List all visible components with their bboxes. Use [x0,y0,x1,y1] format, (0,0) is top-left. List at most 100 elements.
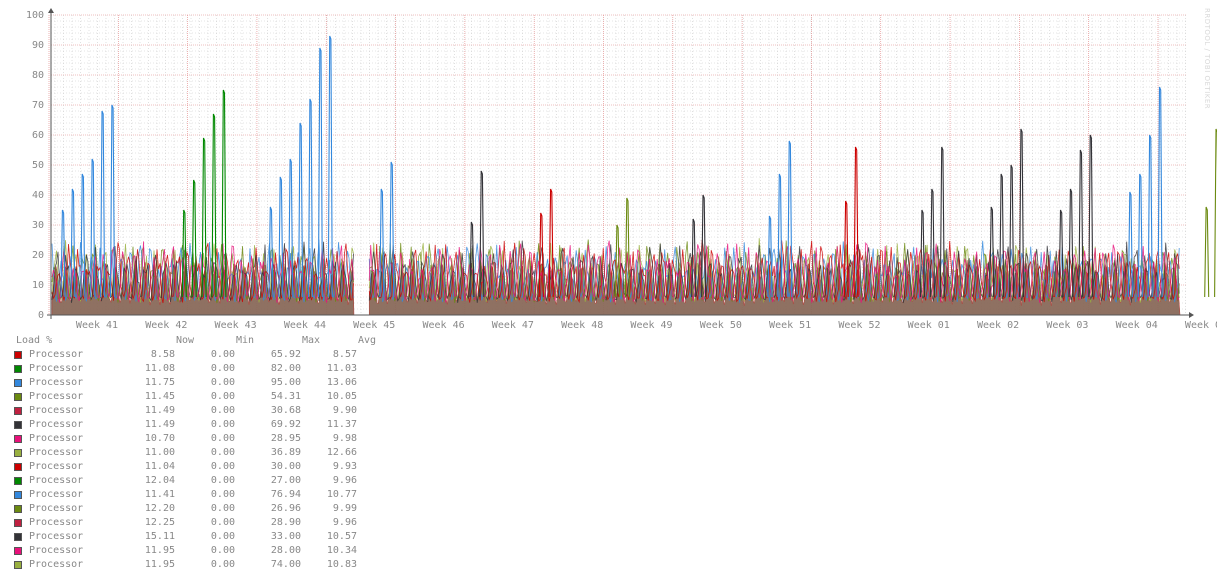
peak-spike [614,224,621,298]
legend-max: 27.00 [270,475,301,486]
y-tick-label: 20 [32,250,44,261]
legend-swatch [14,435,22,443]
legend-rows: Processor 8.58 0.00 65.92 8.57 Processor 11.08… [14,348,376,572]
legend-item: Processor 11.41 0.00 76.94 10.77 [14,488,376,502]
y-tick-label: 80 [32,70,44,81]
legend-name: Processor [29,559,84,570]
legend-name: Processor [29,545,84,556]
x-tick-label: Week 51 [769,320,811,331]
legend-max: 26.96 [270,503,301,514]
legend-now: 11.04 [144,461,175,472]
legend: Load % Now Min Max Avg Processor 8.58 0.00… [14,334,376,572]
chart-series-lines [51,35,1217,304]
series-line [368,240,1180,304]
legend-name: Processor [29,433,84,444]
x-tick-label: Week 43 [215,320,257,331]
x-tick-label: Week 42 [145,320,187,331]
legend-swatch [14,533,22,541]
legend-name: Processor [29,517,84,528]
legend-min: 0.00 [210,503,235,514]
y-axis-ticks: 0 10 20 30 40 50 60 70 80 90 100 [26,10,44,321]
legend-item: Processor 15.11 0.00 33.00 10.57 [14,530,376,544]
x-axis-ticks: Week 41 Week 42 Week 43 Week 44 Week 45 Week … [76,320,1217,331]
peak-spike [929,188,935,298]
peak-spike [1127,191,1133,298]
legend-item: Processor 11.45 0.00 54.31 10.05 [14,390,376,404]
x-tick-label: Week 50 [700,320,742,331]
legend-item: Processor 10.70 0.00 28.95 9.98 [14,432,376,446]
legend-min: 0.00 [210,517,235,528]
legend-max: 36.89 [270,447,301,458]
peak-spike [1088,134,1094,298]
peak-spike [191,179,197,298]
legend-min: 0.00 [210,447,235,458]
legend-name: Processor [29,503,84,514]
peak-spike [317,47,323,298]
x-tick-label: Week 46 [422,320,464,331]
peak-spike [843,200,849,298]
legend-name: Processor [29,475,84,486]
legend-min: 0.00 [210,489,235,500]
legend-swatch [14,379,22,387]
legend-swatch [14,477,22,485]
peak-spike [538,212,544,298]
legend-now: 11.95 [144,545,175,556]
peak-spike [90,158,96,298]
legend-header-min: Min [235,335,254,346]
peak-spike [691,218,697,298]
legend-name: Processor [29,419,84,430]
peak-spike [221,89,227,298]
x-tick-label: Week 03 [1046,320,1088,331]
x-tick-label: Week 48 [561,320,603,331]
legend-max: 95.00 [270,377,301,388]
legend-swatch [14,519,22,527]
legend-min: 0.00 [210,349,235,360]
x-axis-arrow [1189,312,1194,318]
y-tick-label: 60 [32,130,44,141]
legend-now: 11.95 [144,559,175,570]
legend-min: 0.00 [210,391,235,402]
legend-item: Processor 11.75 0.00 95.00 13.06 [14,376,376,390]
x-tick-label: Week 52 [838,320,880,331]
legend-min: 0.00 [210,461,235,472]
legend-avg: 11.37 [326,419,357,430]
x-tick-label: Week 04 [1116,320,1158,331]
x-tick-label: Week 41 [76,320,118,331]
legend-now: 11.45 [144,391,175,402]
legend-name: Processor [29,377,84,388]
y-tick-label: 90 [32,40,44,51]
x-tick-label: Week 49 [630,320,672,331]
peak-spike [1058,209,1064,298]
legend-item: Processor 12.20 0.00 26.96 9.99 [14,502,376,516]
legend-max: 76.94 [270,489,301,500]
legend-avg: 10.77 [326,489,357,500]
legend-now: 12.25 [144,517,175,528]
peak-spike [298,122,304,298]
legend-min: 0.00 [210,377,235,388]
legend-now: 11.41 [144,489,175,500]
legend-max: 28.95 [270,433,301,444]
legend-swatch [14,421,22,429]
y-tick-label: 40 [32,190,44,201]
peak-spike [548,188,554,298]
peak-spike [787,140,793,298]
peak-spike [1068,188,1074,298]
legend-now: 11.08 [144,363,175,374]
legend-now: 12.20 [144,503,175,514]
legend-avg: 9.98 [332,433,357,444]
legend-min: 0.00 [210,545,235,556]
legend-avg: 9.90 [332,405,357,416]
legend-name: Processor [29,391,84,402]
legend-max: 33.00 [270,531,301,542]
legend-swatch [14,449,22,457]
legend-swatch [14,351,22,359]
legend-avg: 12.66 [326,447,357,458]
legend-max: 28.90 [270,517,301,528]
legend-max: 82.00 [270,363,301,374]
legend-min: 0.00 [210,531,235,542]
legend-avg: 10.57 [326,531,357,542]
legend-item: Processor 11.04 0.00 30.00 9.93 [14,460,376,474]
legend-now: 10.70 [144,433,175,444]
legend-swatch [14,463,22,471]
legend-avg: 8.57 [332,349,357,360]
